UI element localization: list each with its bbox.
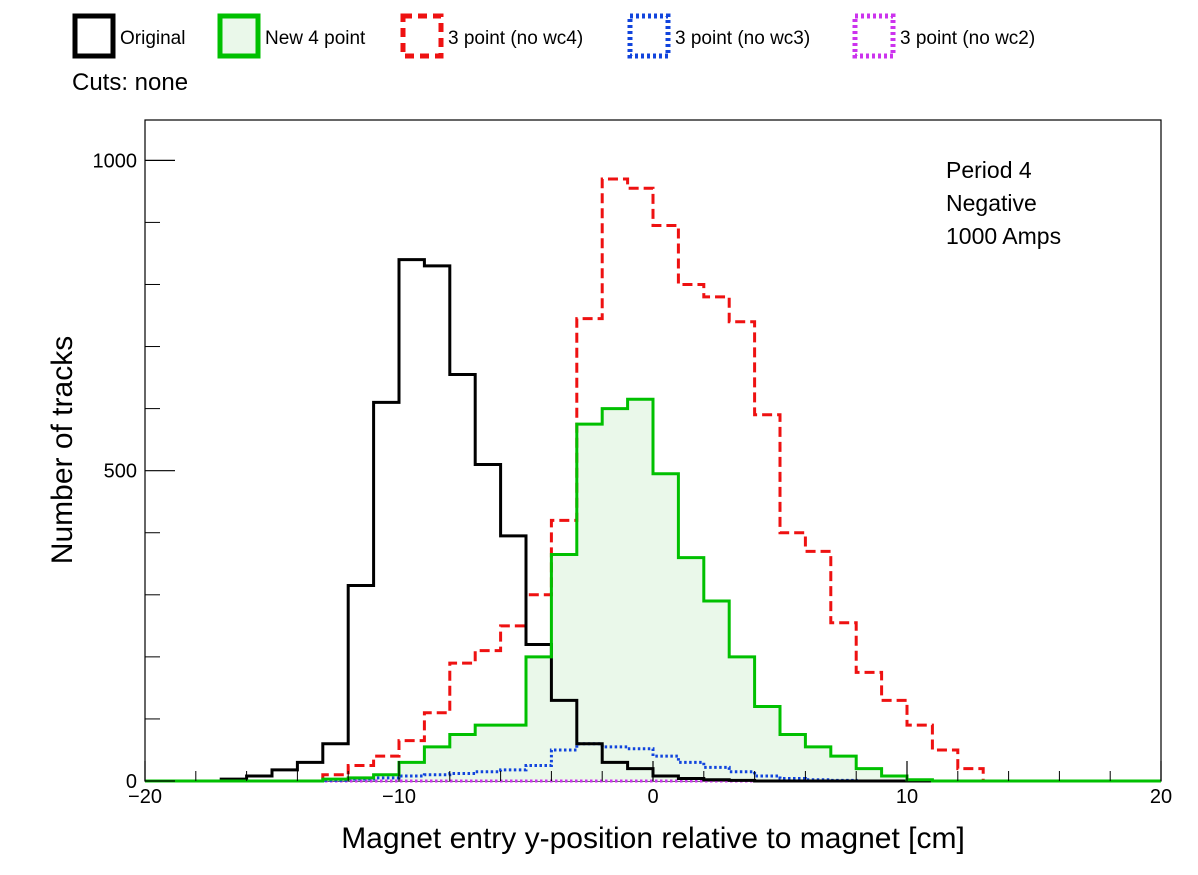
histogram-lines [145, 177, 1161, 783]
legend-item: 3 point (no wc4) [400, 13, 583, 59]
legend-item: 3 point (no wc2) [852, 13, 1035, 59]
legend-swatch [852, 13, 896, 59]
y-tick-label: 0 [126, 771, 137, 793]
legend-item: Original [72, 13, 185, 59]
legend-label: New 4 point [265, 28, 366, 49]
legend-item: New 4 point [217, 13, 366, 59]
legend-swatch [72, 13, 116, 59]
legend-item: 3 point (no wc3) [627, 13, 810, 59]
legend-swatch [627, 13, 671, 59]
series-line-0 [145, 258, 1161, 783]
x-tick-label: −20 [128, 786, 162, 808]
annotation-line: 1000 Amps [946, 223, 1061, 249]
x-tick-label: 10 [896, 786, 918, 808]
x-tick-label: 20 [1150, 786, 1172, 808]
x-axis-title: Magnet entry y-position relative to magn… [341, 822, 965, 855]
annotation-block: Period 4 Negative 1000 Amps [946, 157, 1061, 249]
y-axis-title: Number of tracks [46, 336, 79, 564]
x-tick-label: −10 [382, 786, 416, 808]
x-tick-label: 0 [647, 786, 658, 808]
axes: −20 −10 0 10 20 0 500 1000 [93, 150, 1173, 808]
legend-label: 3 point (no wc4) [448, 28, 583, 49]
legend: Original New 4 point 3 point (no wc4) 3 poi… [72, 13, 1035, 59]
y-tick-label: 1000 [93, 150, 138, 172]
annotation-line: Negative [946, 190, 1037, 216]
cuts-label: Cuts: none [72, 69, 188, 96]
series-line-1 [145, 397, 1161, 783]
legend-label: 3 point (no wc2) [900, 28, 1035, 49]
legend-label: 3 point (no wc3) [675, 28, 810, 49]
annotation-line: Period 4 [946, 157, 1032, 183]
legend-swatch [217, 13, 261, 59]
histogram-fills [145, 399, 1009, 781]
series-fill-1 [145, 399, 1009, 781]
y-tick-label: 500 [104, 461, 137, 483]
legend-swatch [400, 13, 444, 59]
legend-label: Original [120, 28, 185, 49]
